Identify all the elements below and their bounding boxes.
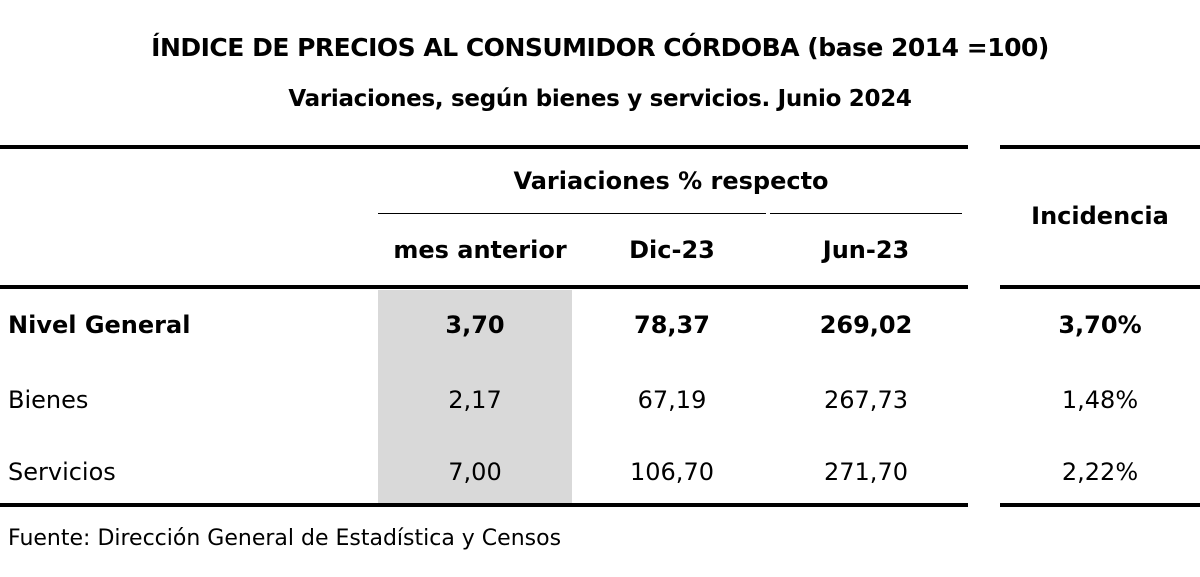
header-mes-anterior: mes anterior — [393, 236, 567, 264]
top-rule-incidencia — [1000, 145, 1200, 149]
group-rule-right — [770, 213, 962, 214]
header-rule-incidencia — [1000, 285, 1200, 289]
cell-incidencia: 2,22% — [1061, 458, 1139, 486]
bottom-rule-main — [0, 503, 968, 507]
header-rule-main — [0, 285, 968, 289]
cell-jun23: 269,02 — [819, 311, 913, 339]
source-note: Fuente: Dirección General de Estadística… — [8, 526, 562, 551]
table-subtitle: Variaciones, según bienes y servicios. J… — [288, 86, 912, 112]
header-jun23: Jun-23 — [822, 236, 910, 264]
header-incidencia: Incidencia — [1031, 202, 1169, 230]
header-group-variaciones: Variaciones % respecto — [513, 167, 829, 195]
cell-mes-anterior: 3,70 — [445, 311, 505, 339]
row-label: Bienes — [8, 386, 89, 414]
group-rule-left — [378, 213, 766, 214]
cell-incidencia: 1,48% — [1061, 386, 1139, 414]
cell-jun23: 271,70 — [824, 458, 908, 486]
cell-dic23: 78,37 — [634, 311, 710, 339]
cell-mes-anterior: 2,17 — [448, 386, 502, 414]
row-label: Nivel General — [8, 311, 191, 339]
cell-jun23: 267,73 — [824, 386, 908, 414]
cell-incidencia: 3,70% — [1058, 311, 1142, 339]
row-label: Servicios — [8, 458, 116, 486]
header-dic23: Dic-23 — [629, 236, 715, 264]
cell-mes-anterior: 7,00 — [448, 458, 502, 486]
top-rule-main — [0, 145, 968, 149]
cell-dic23: 106,70 — [630, 458, 714, 486]
highlight-mes-anterior-column — [378, 290, 572, 503]
bottom-rule-incidencia — [1000, 503, 1200, 507]
cell-dic23: 67,19 — [637, 386, 707, 414]
table-title: ÍNDICE DE PRECIOS AL CONSUMIDOR CÓRDOBA … — [151, 33, 1049, 62]
